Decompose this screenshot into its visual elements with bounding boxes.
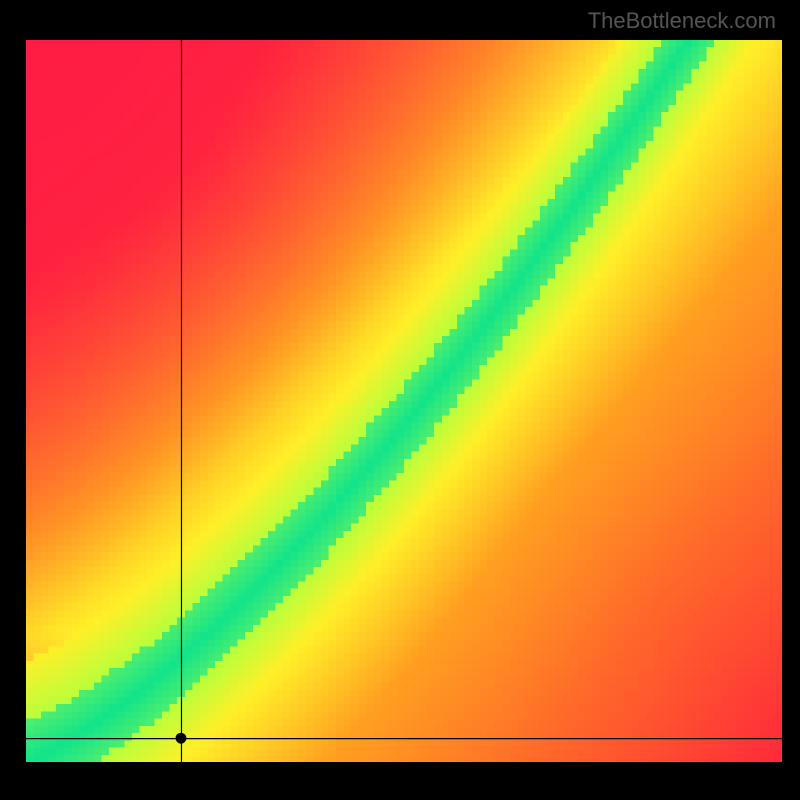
crosshair-overlay (0, 0, 800, 800)
watermark-text: TheBottleneck.com (588, 8, 776, 34)
